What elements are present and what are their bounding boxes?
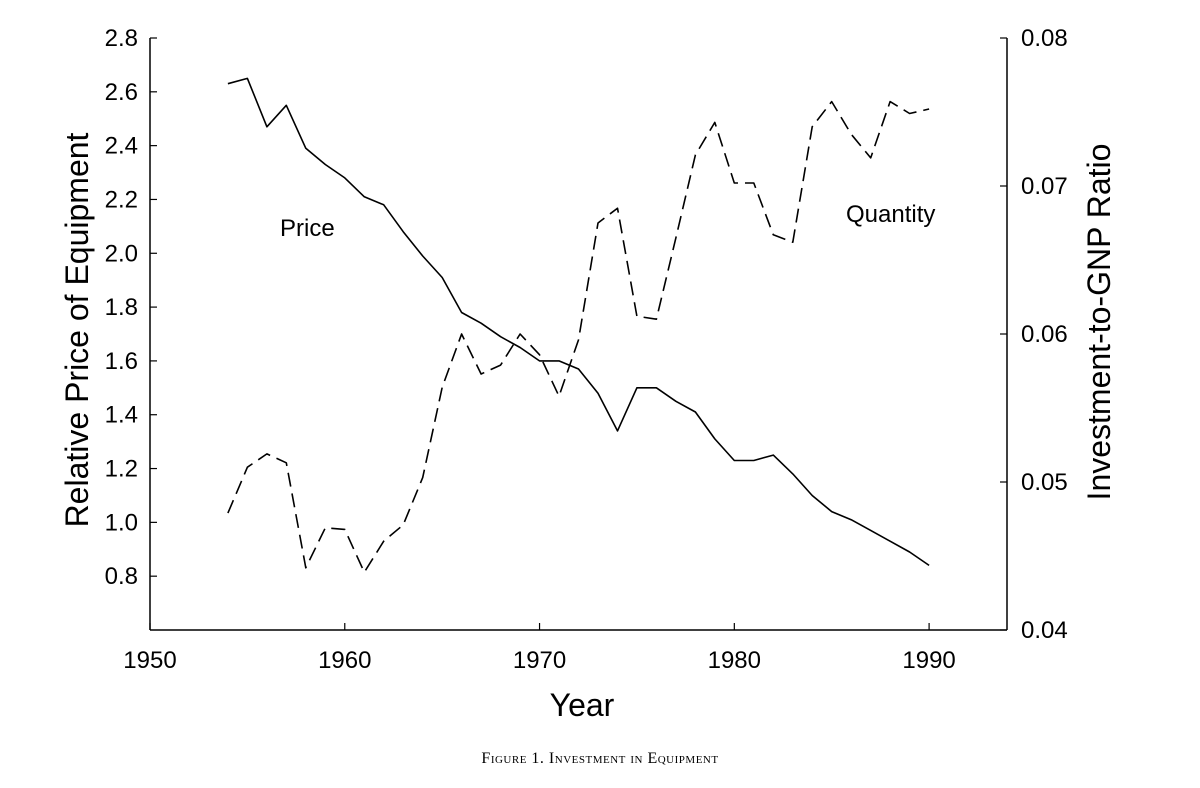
y-left-tick-label: 1.0	[105, 509, 138, 536]
y-right-tick-label: 0.07	[1021, 173, 1068, 200]
figure-caption: Figure 1. Investment in Equipment	[481, 750, 719, 767]
y-left-tick-label: 2.6	[105, 79, 138, 106]
y-right-tick-label: 0.04	[1021, 617, 1068, 644]
series-layer	[227, 77, 930, 574]
y-left-tick-label: 2.0	[105, 240, 138, 267]
y-left-tick-label: 1.4	[105, 402, 138, 429]
y-left-tick-label: 2.8	[105, 25, 138, 52]
x-tick-label: 1980	[708, 647, 761, 674]
y-right-tick-label: 0.05	[1021, 469, 1068, 496]
y-axis-right-title: Investment-to-GNP Ratio	[1081, 144, 1117, 501]
x-axis-title: Year	[550, 687, 615, 723]
x-tick-label: 1970	[513, 647, 566, 674]
y-right-tick-label: 0.06	[1021, 321, 1068, 348]
chart-ticks: 1950 1960 1970 1980 1990 0.8 1.0 1.2 1.4 1.6 1.8 2.…	[105, 25, 1068, 674]
y-right-tick-label: 0.08	[1021, 25, 1068, 52]
series-line-quantity	[227, 100, 930, 574]
y-axis-left-title: Relative Price of Equipment	[59, 132, 95, 527]
series-annotation-price: Price	[280, 215, 335, 242]
y-left-tick-label: 0.8	[105, 563, 138, 590]
y-left-tick-label: 1.8	[105, 294, 138, 321]
y-left-tick-label: 2.2	[105, 186, 138, 213]
chart-axes	[149, 38, 1008, 631]
y-left-tick-label: 1.2	[105, 456, 138, 483]
x-tick-label: 1960	[318, 647, 371, 674]
series-line-price	[227, 77, 930, 567]
x-tick-label: 1950	[123, 647, 176, 674]
y-left-tick-label: 2.4	[105, 133, 138, 160]
x-tick-label: 1990	[902, 647, 955, 674]
y-left-tick-label: 1.6	[105, 348, 138, 375]
series-annotation-quantity: Quantity	[846, 201, 935, 228]
